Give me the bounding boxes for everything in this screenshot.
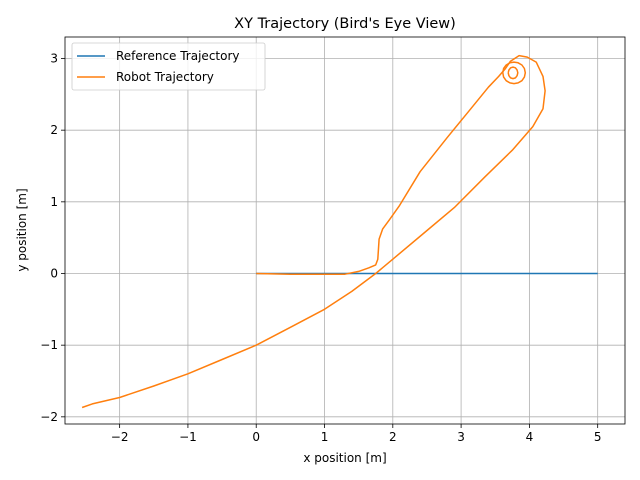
legend-entry: Reference Trajectory — [116, 49, 240, 63]
series-line-3 — [507, 66, 519, 80]
y-tick-label: −1 — [40, 338, 58, 352]
chart-title: XY Trajectory (Bird's Eye View) — [234, 16, 456, 32]
y-axis-ticks: −2 −1 0 1 2 3 — [40, 52, 65, 424]
x-tick-label: −1 — [179, 430, 197, 444]
grid — [65, 37, 625, 424]
x-tick-label: −2 — [111, 430, 129, 444]
plot-series — [81, 54, 598, 409]
y-tick-label: 3 — [50, 52, 58, 66]
x-tick-label: 3 — [457, 430, 465, 444]
y-axis-label: y position [m] — [15, 188, 29, 271]
y-tick-label: 1 — [50, 195, 58, 209]
x-tick-label: 4 — [526, 430, 534, 444]
x-tick-label: 1 — [321, 430, 329, 444]
y-tick-label: 0 — [50, 267, 58, 281]
series-line-2 — [502, 61, 527, 85]
x-axis-ticks: −2 −1 0 1 2 3 4 5 — [111, 424, 602, 444]
x-axis-label: x position [m] — [303, 451, 386, 465]
legend: Reference Trajectory Robot Trajectory — [71, 42, 266, 91]
legend-entry: Robot Trajectory — [116, 70, 214, 84]
x-tick-label: 0 — [252, 430, 260, 444]
series-line-1 — [81, 54, 546, 409]
y-tick-label: −2 — [40, 410, 58, 424]
y-tick-label: 2 — [50, 123, 58, 137]
legend-box — [71, 42, 266, 91]
axes-frame — [64, 36, 626, 425]
x-tick-label: 2 — [389, 430, 397, 444]
x-tick-label: 5 — [594, 430, 602, 444]
